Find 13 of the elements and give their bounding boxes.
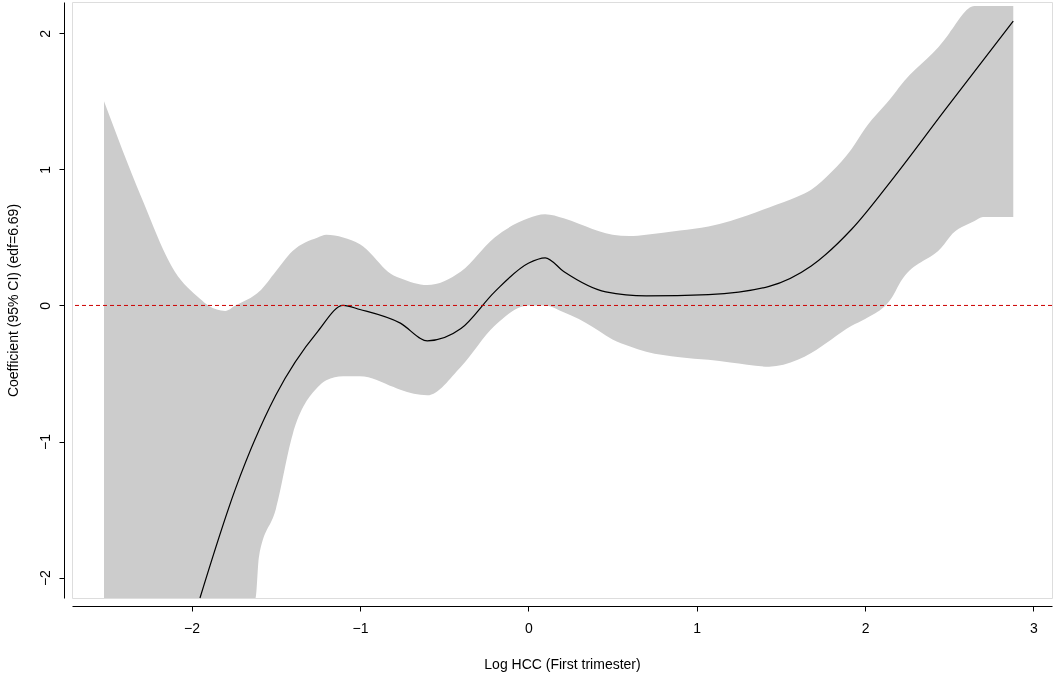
y-tick-label: −1: [36, 433, 53, 450]
x-tick-label: −2: [184, 619, 201, 636]
x-tick-label: −1: [352, 619, 369, 636]
y-axis-title: Coefficient (95% CI) (edf=6.69): [4, 203, 21, 398]
x-axis-title: Log HCC (First trimester): [484, 655, 641, 672]
x-tick-label: 0: [524, 619, 533, 636]
y-tick-label: −2: [36, 569, 53, 587]
x-tick-label: 1: [693, 619, 702, 636]
x-tick-label: 3: [1030, 619, 1039, 636]
y-tick-label: 1: [36, 165, 53, 174]
x-tick-label: 2: [861, 619, 870, 636]
y-tick-label: 2: [36, 29, 53, 38]
y-tick-label: 0: [36, 301, 53, 310]
